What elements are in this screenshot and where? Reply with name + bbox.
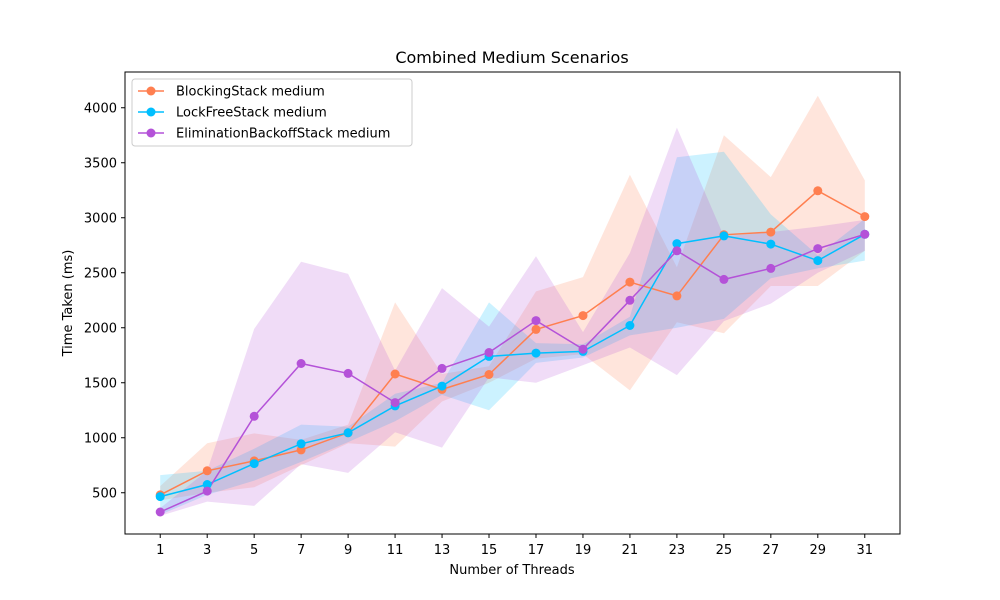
line-series-1 [160, 233, 866, 498]
x-axis-ticks: 1 3 5 7 9 11 13 15 17 19 21 23 25 27 29 31 [156, 534, 873, 558]
point-series-1-x9 [343, 428, 353, 438]
point-series-0-x19 [578, 311, 588, 321]
legend-marker-1 [146, 107, 156, 117]
band-series-0 [160, 95, 865, 501]
point-series-0-x11 [390, 369, 400, 379]
point-series-2-x17 [531, 316, 541, 326]
point-series-0-x29 [813, 186, 823, 196]
point-series-0-x21 [625, 277, 635, 287]
y-tick-label: 2500 [84, 266, 117, 281]
y-tick-label: 3000 [84, 211, 117, 226]
series-points [155, 186, 870, 517]
x-tick-label: 15 [481, 543, 498, 558]
y-tick-label: 1000 [84, 431, 117, 446]
x-tick-label: 1 [156, 543, 164, 558]
band-series-1 [160, 151, 865, 515]
y-tick-label: 500 [92, 486, 117, 501]
line-series-2 [159, 233, 866, 513]
x-tick-label: 19 [575, 543, 592, 558]
point-series-1-x1 [155, 492, 165, 502]
x-tick-label: 17 [528, 543, 545, 558]
point-series-1-x23 [672, 239, 682, 249]
point-series-2-x13 [437, 363, 447, 373]
band-series-2 [160, 127, 865, 516]
series-lines [159, 189, 866, 513]
legend-label-0: BlockingStack medium [176, 85, 325, 100]
legend-label-1: LockFreeStack medium [176, 106, 327, 121]
point-series-2-x9 [343, 368, 353, 378]
y-tick-label: 3500 [84, 156, 117, 171]
point-series-0-x31 [860, 212, 870, 222]
x-tick-label: 23 [669, 543, 686, 558]
point-series-2-x7 [296, 359, 306, 368]
point-series-1-x3 [202, 480, 212, 489]
point-series-0-x15 [484, 370, 494, 379]
point-series-1-x29 [813, 256, 823, 266]
x-tick-label: 29 [810, 543, 827, 558]
point-series-0-x3 [202, 466, 212, 476]
point-series-1-x7 [296, 439, 306, 449]
x-tick-label: 13 [434, 543, 451, 558]
point-series-0-x23 [672, 291, 682, 301]
point-series-2-x31 [860, 229, 870, 239]
x-tick-label: 7 [297, 543, 305, 558]
legend-label-2: EliminationBackoffStack medium [176, 127, 390, 142]
point-series-1-x17 [531, 348, 541, 358]
x-tick-label: 25 [716, 543, 733, 558]
point-series-2-x25 [719, 274, 729, 284]
point-series-2-x3 [202, 486, 212, 496]
point-series-1-x13 [437, 381, 447, 391]
chart-title: Combined Medium Scenarios [395, 48, 628, 67]
legend: BlockingStack medium LockFreeStack medium… [131, 78, 413, 147]
point-series-2-x19 [578, 344, 588, 354]
point-series-2-x5 [249, 411, 259, 421]
legend-marker-2 [146, 128, 156, 138]
point-series-0-x27 [766, 227, 776, 237]
x-tick-label: 31 [856, 543, 873, 558]
x-tick-label: 9 [344, 543, 352, 558]
point-series-2-x21 [625, 295, 635, 305]
point-series-2-x27 [766, 263, 776, 273]
point-series-1-x5 [249, 459, 259, 469]
x-tick-label: 11 [387, 543, 404, 558]
x-tick-label: 3 [203, 543, 211, 558]
x-tick-label: 21 [622, 543, 639, 558]
y-tick-label: 4000 [84, 101, 117, 116]
point-series-1-x21 [625, 321, 635, 330]
y-tick-label: 2000 [84, 321, 117, 336]
y-tick-label: 1500 [84, 376, 117, 391]
point-series-1-x27 [766, 239, 776, 249]
point-series-1-x25 [719, 231, 729, 241]
x-axis-label: Number of Threads [449, 563, 574, 578]
point-series-2-x15 [484, 348, 494, 357]
point-series-2-x29 [813, 244, 823, 254]
x-tick-label: 27 [763, 543, 780, 558]
line-series-0 [159, 189, 866, 496]
confidence-bands [160, 95, 865, 516]
legend-frame [131, 78, 413, 147]
point-series-2-x23 [672, 246, 682, 256]
y-axis-label: Time Taken (ms) [61, 250, 76, 358]
point-series-0-x17 [531, 324, 541, 334]
point-series-2-x11 [390, 398, 400, 408]
x-tick-label: 5 [250, 543, 258, 558]
plot-area-frame [124, 71, 901, 535]
point-series-2-x1 [155, 507, 165, 517]
legend-marker-0 [146, 86, 156, 96]
y-axis-ticks: 500 1000 1500 2000 2500 3000 3500 4000 [84, 101, 125, 501]
